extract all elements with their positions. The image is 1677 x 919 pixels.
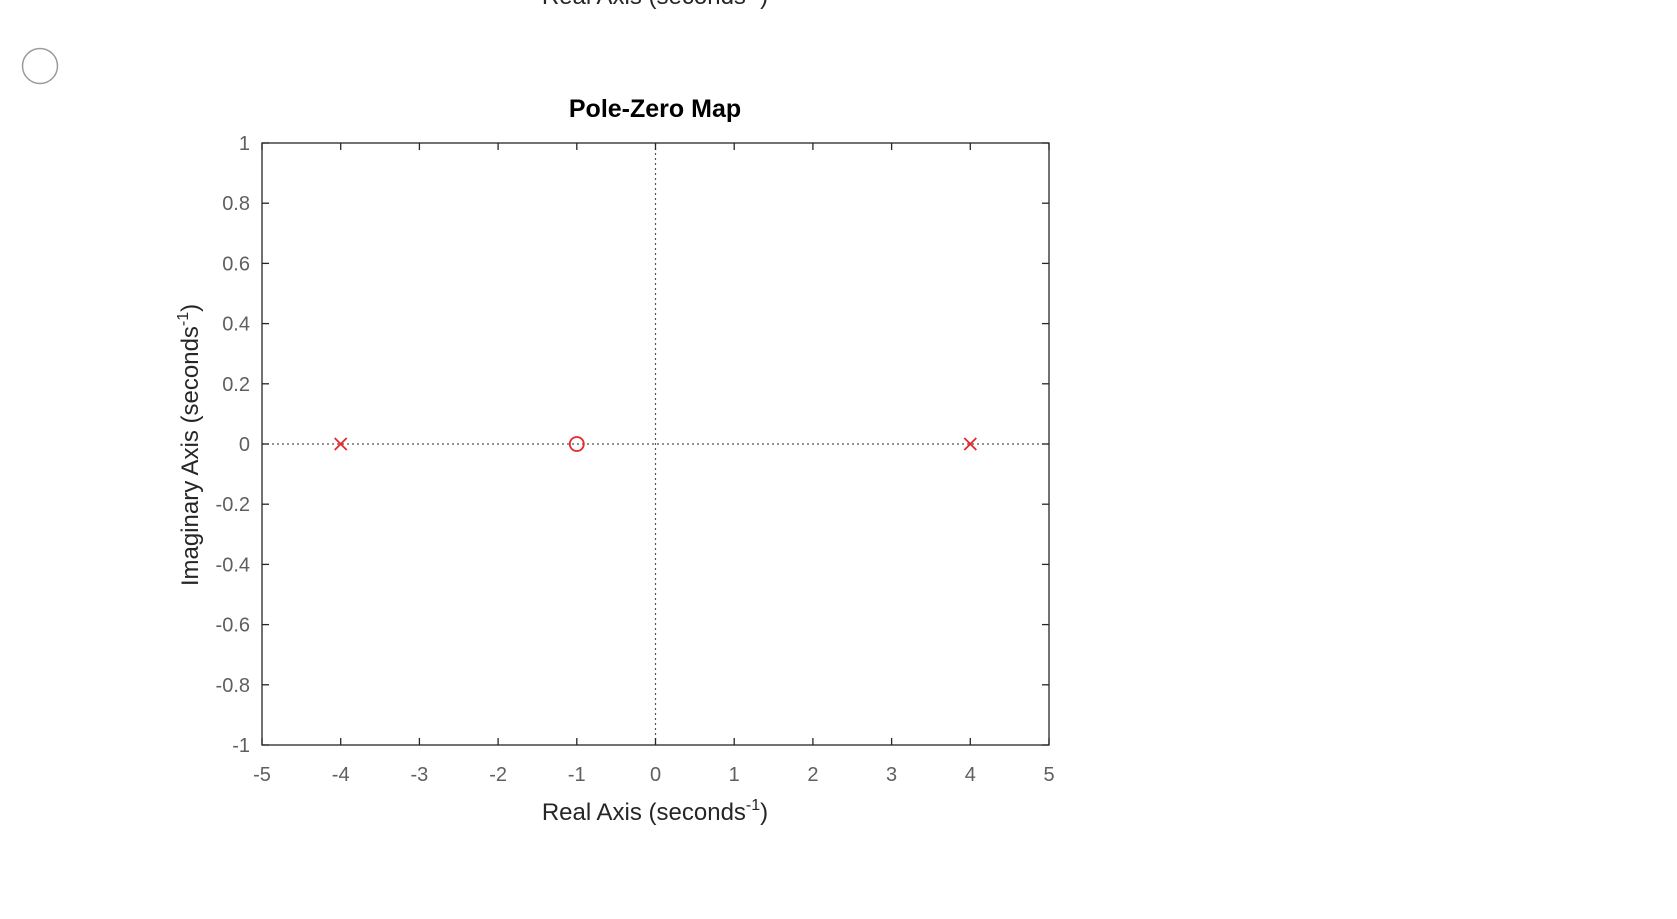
label-text: Real Axis (seconds [542,0,746,10]
label-sup: -1 [746,797,760,814]
x-tick-label: 1 [729,764,740,786]
y-tick-label: 0.4 [222,314,250,336]
x-tick-label: 4 [965,764,976,786]
previous-x-label: Real Axis (seconds-1) [542,0,768,10]
radio-button[interactable] [21,47,59,85]
y-tick-label: -0.4 [216,554,250,576]
x-axis-label: Real Axis (seconds-1) [542,797,768,826]
chart-title: Pole-Zero Map [569,95,741,123]
label-text: Real Axis (seconds [542,799,746,826]
y-tick-label: 0 [239,434,250,456]
x-tick-label: -5 [253,764,271,786]
x-tick-label: -3 [411,764,429,786]
y-tick-label: 0.8 [222,193,250,215]
y-tick-label: -0.8 [216,675,250,697]
label-text: ) [177,304,204,312]
y-tick-label: 0.2 [222,374,250,396]
y-tick-label: 0.6 [222,253,250,275]
x-tick-label: 2 [807,764,818,786]
x-tick-label: -4 [332,764,350,786]
y-tick-label: -1 [232,735,250,757]
y-tick-label: 1 [239,133,250,155]
label-sup: -1 [175,312,192,326]
y-tick-label: -0.6 [216,615,250,637]
label-text: ) [760,0,768,10]
pole-marker [334,437,348,451]
label-text: Imaginary Axis (seconds [177,326,204,586]
y-axis-label: Imaginary Axis (seconds-1) [175,304,204,586]
x-tick-label: -2 [489,764,507,786]
x-tick-label: 0 [650,764,661,786]
x-tick-label: -1 [568,764,586,786]
zero-marker [568,436,585,452]
pole-marker [963,437,977,451]
x-tick-label: 5 [1043,764,1054,786]
x-tick-label: 3 [886,764,897,786]
label-text: ) [760,799,768,826]
y-tick-label: -0.2 [216,494,250,516]
